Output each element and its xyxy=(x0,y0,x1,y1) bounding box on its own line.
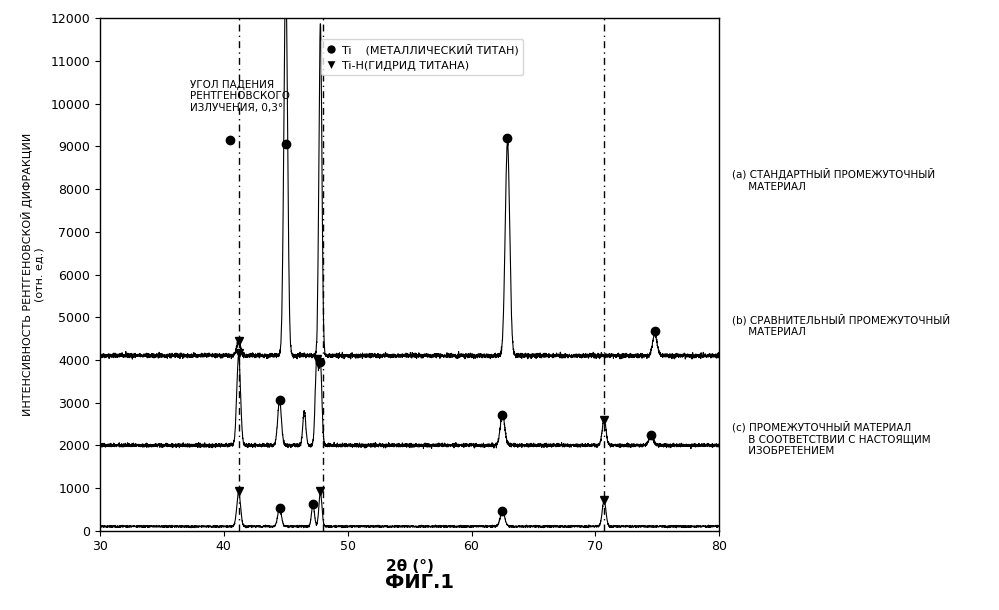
Legend: Ti    (МЕТАЛЛИЧЕСКИЙ ТИТАН), Ti-H(ГИДРИД ТИТАНА): Ti (МЕТАЛЛИЧЕСКИЙ ТИТАН), Ti-H(ГИДРИД ТИ… xyxy=(321,39,523,75)
Text: (b) СРАВНИТЕЛЬНЫЙ ПРОМЕЖУТОЧНЫЙ
     МАТЕРИАЛ: (b) СРАВНИТЕЛЬНЫЙ ПРОМЕЖУТОЧНЫЙ МАТЕРИАЛ xyxy=(731,314,950,337)
Text: (a) СТАНДАРТНЫЙ ПРОМЕЖУТОЧНЫЙ
     МАТЕРИАЛ: (a) СТАНДАРТНЫЙ ПРОМЕЖУТОЧНЫЙ МАТЕРИАЛ xyxy=(731,168,935,192)
Text: УГОЛ ПАДЕНИЯ
РЕНТГЕНОВСКОГО
ИЗЛУЧЕНИЯ, 0,3°: УГОЛ ПАДЕНИЯ РЕНТГЕНОВСКОГО ИЗЛУЧЕНИЯ, 0… xyxy=(190,80,290,113)
Text: (c) ПРОМЕЖУТОЧНЫЙ МАТЕРИАЛ
     В СООТВЕТСТВИИ С НАСТОЯЩИМ
     ИЗОБРЕТЕНИЕМ: (c) ПРОМЕЖУТОЧНЫЙ МАТЕРИАЛ В СООТВЕТСТВИ… xyxy=(731,421,930,456)
X-axis label: 2θ (°): 2θ (°) xyxy=(386,559,434,574)
Text: ФИГ.1: ФИГ.1 xyxy=(385,573,455,592)
Y-axis label: ИНТЕНСИВНОСТЬ РЕНТГЕНОВСКОЙ ДИФРАКЦИИ
(отн. ед.): ИНТЕНСИВНОСТЬ РЕНТГЕНОВСКОЙ ДИФРАКЦИИ (о… xyxy=(21,133,45,416)
